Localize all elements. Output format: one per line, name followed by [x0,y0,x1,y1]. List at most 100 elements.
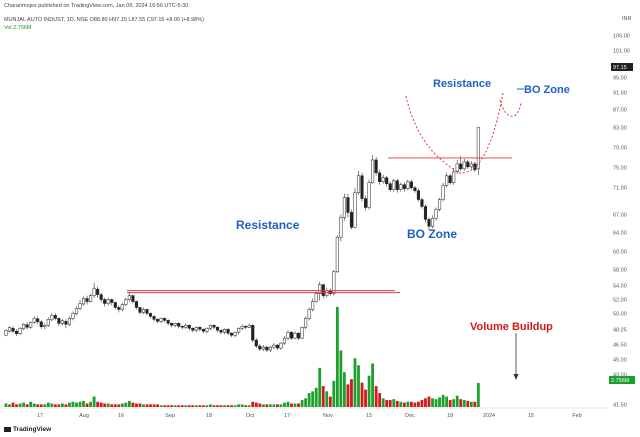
candle-body [47,319,50,325]
tradingview-logo-icon [4,427,11,432]
candle-body [259,346,262,349]
time-tick-label: Aug [79,413,89,419]
volume-bar [12,403,15,407]
candle [297,332,300,340]
price-tick-label: 101.00 [613,49,630,55]
candle [449,174,452,185]
candle-body [8,327,11,331]
candle [209,324,212,330]
candle-body [93,289,96,296]
volume-bar [262,404,265,407]
candle-body [65,321,68,324]
volume-bar [322,386,325,407]
candle-body [382,178,385,182]
volume-bar [198,405,201,407]
candle [65,319,68,328]
volume-bar [428,397,431,407]
volume-bar [227,405,230,407]
candle [100,293,103,303]
candle-body [96,289,99,294]
candle [89,294,92,303]
volume-bar [343,372,346,407]
candle [163,317,166,322]
volume-bar [184,405,187,407]
volume-bar [156,404,159,407]
candle-body [202,329,205,331]
candle [417,189,420,202]
volume-bar [477,383,480,407]
candle-body [75,308,78,313]
candle-body [121,304,124,309]
volume-bar [149,404,152,407]
candle [269,346,272,352]
candle [244,325,247,329]
candle-body [223,329,226,332]
volume-bar [417,402,420,407]
candle [220,329,223,334]
candle [181,325,184,329]
candle-body [170,323,173,325]
candle [234,331,237,337]
candle-body [181,326,184,327]
time-tick-label: Oct [246,413,255,419]
time-tick-label: Sep [165,413,175,419]
candle-body [273,345,276,347]
candle-body [311,302,314,310]
volume-bar [40,404,43,407]
pattern-curves [406,93,521,173]
candle [216,326,219,332]
candle-body [364,199,367,208]
candle [375,157,378,176]
volume-bar [368,376,371,407]
candle-body [262,347,265,349]
candle-body [68,318,71,324]
candle-body [40,322,43,327]
volume-bar [177,405,180,407]
candle [51,313,54,321]
candle-body [110,300,113,303]
candle-body [280,343,283,348]
volume-bar [361,383,364,407]
volume-bar [396,401,399,407]
tradingview-logo: TradingView [4,426,51,433]
volume-bar [54,404,57,407]
bo-zone-label-high: BO Zone [524,84,570,96]
price-tick-label: 41.50 [613,403,627,409]
candle-body [283,338,286,343]
volume-bar [26,404,29,407]
candle-body [199,327,202,329]
volume-bar [251,402,254,407]
candle-body [294,333,297,338]
candle [79,300,82,311]
price-tick-label: 79.00 [613,146,627,152]
candle [153,315,156,321]
candle-body [36,319,39,322]
volume-bar [128,401,131,407]
price-tick-label: 91.00 [613,91,627,97]
volume-bar [209,404,212,407]
candle-body [322,285,325,296]
candle [29,321,32,328]
time-tick-label: 17 [37,413,43,419]
candle-body [368,183,371,208]
volume-bar [132,403,135,407]
volume-bar [206,405,209,407]
candle-body [449,176,452,183]
volume-bars [5,307,480,407]
volume-bar [36,404,39,407]
candle-body [445,176,448,186]
price-axis: 105.00101.0097.1595.0091.0087.0083.0079.… [609,16,635,409]
volume-bar [170,405,173,407]
volume-bar [220,405,223,407]
candle [294,331,297,339]
candle [262,345,265,351]
volume-bar [237,404,240,407]
candle [206,327,209,333]
time-tick-label: Dec [405,413,415,419]
time-tick-label: 2024 [483,413,495,419]
candle-body [213,325,216,327]
volume-bar [290,404,293,407]
volume-bar [283,403,286,407]
